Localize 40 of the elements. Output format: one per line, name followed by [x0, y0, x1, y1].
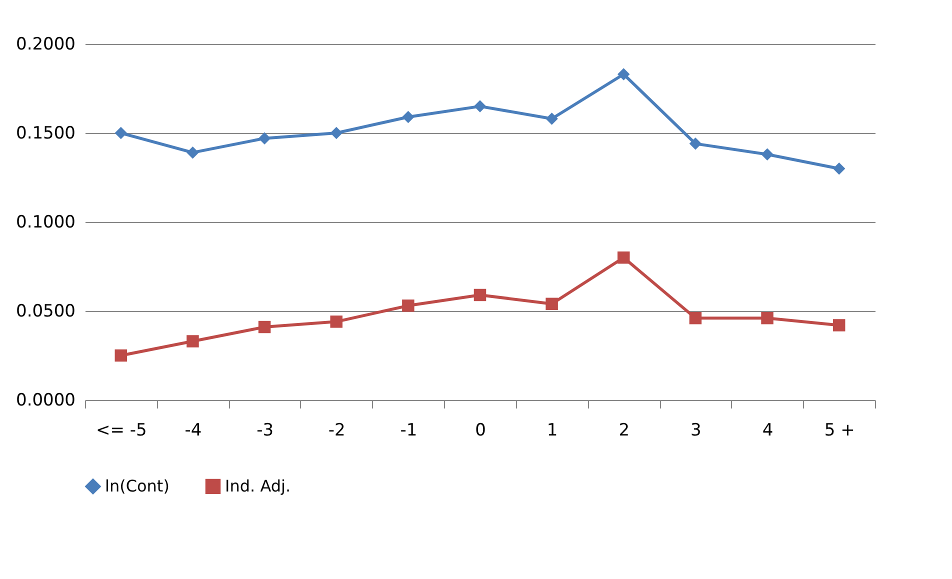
- legend-label: ln(Cont): [105, 476, 170, 496]
- point: [546, 298, 558, 310]
- point: [402, 300, 414, 312]
- point: [689, 312, 702, 324]
- x-tick-label: -1: [400, 420, 418, 440]
- point: [546, 112, 558, 125]
- y-tick-label: 0.1000: [16, 212, 76, 232]
- x-tick-label: 3: [690, 420, 702, 440]
- point: [689, 138, 702, 150]
- point: [618, 68, 630, 80]
- y-tick-label: 0.2000: [16, 34, 76, 54]
- point: [761, 148, 774, 160]
- x-tick-label: 1: [546, 420, 558, 440]
- point: [330, 316, 342, 328]
- point: [474, 288, 486, 302]
- point: [114, 126, 128, 140]
- x-tick-label: 5 +: [824, 420, 855, 440]
- point: [618, 251, 630, 264]
- point: [761, 312, 774, 324]
- point: [186, 146, 199, 159]
- x-tick-label: -2: [328, 420, 346, 440]
- y-tick-label: 0.0000: [16, 390, 76, 410]
- point: [832, 319, 846, 332]
- point: [114, 349, 128, 362]
- point: [186, 335, 199, 348]
- y-tick-label: 0.0500: [16, 302, 76, 322]
- legend-label: Ind. Adj.: [225, 476, 291, 496]
- point: [832, 162, 846, 175]
- x-tick-label: <= -5: [96, 420, 147, 440]
- x-tick-label: -4: [184, 420, 202, 440]
- point: [258, 132, 271, 144]
- x-tick-label: 4: [762, 420, 774, 440]
- x-tick-label: 0: [475, 420, 486, 440]
- point: [330, 126, 342, 140]
- y-tick-label: 0.1500: [16, 124, 76, 144]
- point: [258, 320, 271, 334]
- x-tick-label: 2: [618, 420, 630, 440]
- point: [474, 100, 486, 112]
- x-tick-label: -3: [256, 420, 274, 440]
- point: [402, 110, 414, 124]
